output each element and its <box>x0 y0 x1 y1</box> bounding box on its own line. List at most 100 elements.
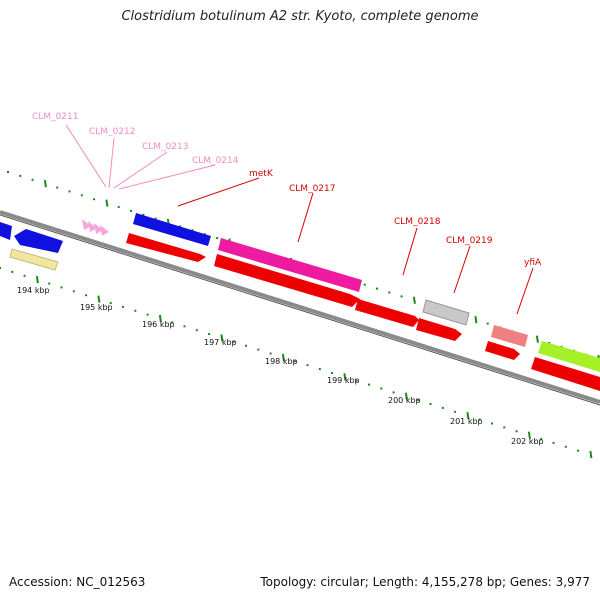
minor-tick <box>60 286 63 289</box>
red-gene-right[interactable] <box>531 357 600 391</box>
minor-tick <box>429 403 432 406</box>
minor-tick <box>355 379 358 382</box>
minor-tick <box>56 186 59 189</box>
minor-tick <box>142 213 145 216</box>
minor-tick <box>85 294 88 297</box>
minor-tick <box>134 309 137 312</box>
minor-tick <box>376 287 378 290</box>
gene-label[interactable]: CLM_0218 <box>394 217 441 227</box>
major-tick <box>589 450 593 459</box>
red-gene-CLM_0218b[interactable] <box>416 318 462 341</box>
minor-tick <box>331 371 334 374</box>
major-tick <box>35 276 39 284</box>
minor-tick <box>454 410 457 413</box>
scale-label: 200 kbp <box>388 396 421 405</box>
minor-tick <box>368 383 370 386</box>
minor-tick <box>478 418 481 421</box>
green-gene[interactable] <box>538 341 600 372</box>
minor-tick <box>388 291 391 294</box>
scale-labels: 194 kbp 195 kbp 196 kbp 197 kbp 198 kbp … <box>17 286 544 446</box>
minor-tick <box>130 209 132 212</box>
minor-tick <box>68 190 71 193</box>
scale-label: 194 kbp <box>17 286 50 295</box>
scale-label: 195 kbp <box>80 303 113 312</box>
major-tick <box>412 296 416 304</box>
gene-label[interactable]: CLM_0217 <box>289 184 335 194</box>
minor-tick <box>380 387 383 390</box>
minor-tick <box>195 329 198 332</box>
minor-tick <box>183 325 186 328</box>
blue-gene-metK-region[interactable] <box>133 213 211 246</box>
red-gene-long[interactable] <box>214 254 360 307</box>
gene-label[interactable]: CLM_0219 <box>446 236 493 246</box>
gene-label[interactable]: metK <box>249 169 274 179</box>
minor-tick <box>72 290 75 293</box>
major-tick <box>43 180 47 188</box>
gray-gene-CLM_0219[interactable] <box>422 299 470 326</box>
major-tick <box>535 335 539 343</box>
scale-label: 197 kbp <box>204 338 237 347</box>
major-tick <box>466 412 470 420</box>
minor-tick <box>306 364 309 367</box>
pink-arrows[interactable] <box>82 219 109 236</box>
gene-labels: CLM_0211 CLM_0212 CLM_0213 CLM_0214 metK… <box>32 112 542 268</box>
accession-text: Accession: NC_012563 <box>9 575 146 589</box>
gene-label[interactable]: yfiA <box>524 258 542 268</box>
minor-tick <box>294 360 297 363</box>
minor-tick <box>392 391 395 394</box>
gene-label[interactable]: CLM_0213 <box>142 142 188 152</box>
major-tick <box>474 316 478 324</box>
minor-tick <box>515 430 518 433</box>
red-gene-CLM_0218[interactable] <box>355 299 419 327</box>
minor-tick <box>257 348 260 351</box>
minor-tick <box>417 399 420 402</box>
minor-tick <box>31 178 34 181</box>
minor-tick <box>23 274 26 277</box>
major-tick <box>343 373 347 381</box>
minor-tick <box>400 295 403 298</box>
yellow-gene[interactable] <box>9 248 59 271</box>
scale-label: 201 kbp <box>450 417 483 426</box>
minor-tick <box>552 441 555 444</box>
minor-tick <box>80 194 83 197</box>
minor-tick <box>11 270 14 273</box>
minor-tick <box>269 352 272 355</box>
genome-backbone <box>0 210 600 404</box>
minor-tick <box>208 333 211 336</box>
red-gene-metK[interactable] <box>126 233 206 262</box>
minor-tick <box>154 217 157 220</box>
minor-tick <box>19 174 22 177</box>
gene-label[interactable]: CLM_0212 <box>89 127 135 137</box>
scale-label: 199 kbp <box>327 376 360 385</box>
minor-tick <box>179 225 182 228</box>
minor-tick <box>216 237 219 240</box>
minor-tick <box>122 305 124 308</box>
red-gene-yfiA[interactable] <box>485 341 520 360</box>
blue-gene-left[interactable] <box>0 222 12 240</box>
minor-tick <box>363 283 366 286</box>
major-tick <box>105 199 109 207</box>
blue-gene-left-2[interactable] <box>14 229 63 253</box>
minor-tick <box>491 422 493 425</box>
minor-tick <box>171 321 174 324</box>
lower-tick-ring <box>0 267 593 459</box>
major-tick <box>158 314 162 323</box>
feature-track <box>0 213 600 391</box>
leader-lines <box>65 124 534 315</box>
major-tick <box>527 431 531 439</box>
minor-tick <box>486 322 489 325</box>
minor-tick <box>191 229 194 232</box>
map-title: Clostridium botulinum A2 str. Kyoto, com… <box>121 9 479 24</box>
gene-label[interactable]: CLM_0211 <box>32 112 78 122</box>
minor-tick <box>146 313 149 316</box>
gene-label[interactable]: CLM_0214 <box>192 156 239 166</box>
major-tick <box>281 353 285 362</box>
magenta-gene-CLM_0217[interactable] <box>218 238 362 292</box>
genome-backbone-shadow <box>0 214 600 406</box>
major-tick <box>404 392 408 400</box>
minor-tick <box>7 171 9 173</box>
minor-tick <box>577 449 580 452</box>
minor-tick <box>0 267 1 269</box>
salmon-gene-yfiA[interactable] <box>491 325 528 347</box>
